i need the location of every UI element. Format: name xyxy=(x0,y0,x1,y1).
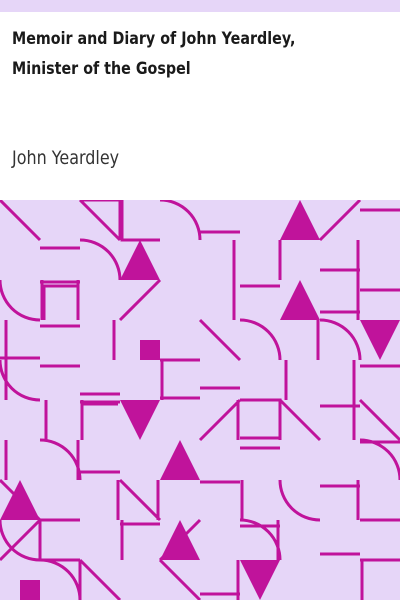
top-color-band xyxy=(0,0,400,12)
book-author: John Yeardley xyxy=(12,147,120,169)
decorative-pattern xyxy=(0,200,400,600)
book-title: Memoir and Diary of John Yeardley, Minis… xyxy=(12,29,296,79)
